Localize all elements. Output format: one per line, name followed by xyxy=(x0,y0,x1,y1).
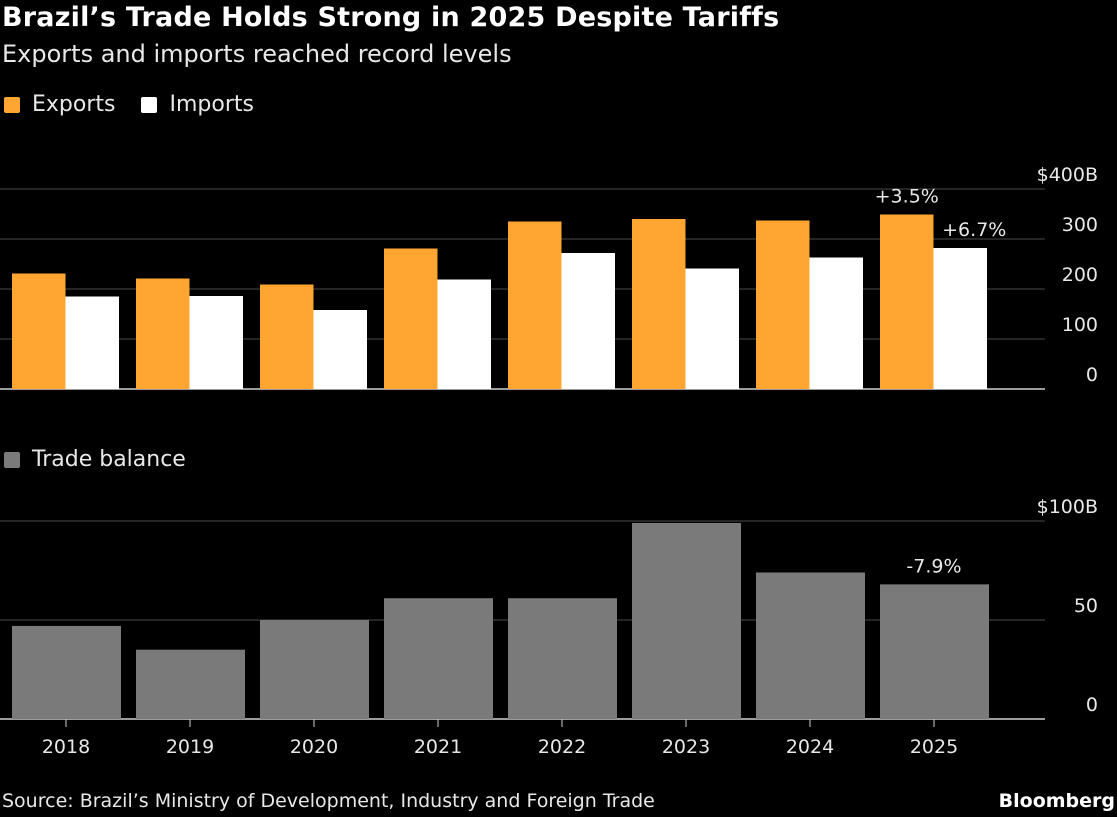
bar-imports-2024 xyxy=(809,257,863,389)
legend-swatch-imports xyxy=(141,96,158,113)
bar-trade-balance-2018 xyxy=(12,625,121,719)
bar-trade-balance-2021 xyxy=(384,598,493,719)
legend-item-imports: Imports xyxy=(141,92,254,117)
bloomberg-logo: Bloomberg xyxy=(998,790,1115,812)
bar-imports-2025 xyxy=(933,248,987,389)
x-tick-label: 2022 xyxy=(538,736,586,758)
x-tick-label: 2019 xyxy=(166,736,214,758)
legend-label-trade-balance: Trade balance xyxy=(32,447,186,472)
annotation-label: +3.5% xyxy=(875,186,939,208)
y-tick-label: $100B xyxy=(1037,496,1098,518)
legend-label-exports: Exports xyxy=(32,92,116,117)
y-tick-label: 0 xyxy=(1086,694,1098,716)
legend-swatch-trade-balance xyxy=(4,451,20,468)
x-tick-label: 2021 xyxy=(414,736,462,758)
bar-trade-balance-2025 xyxy=(880,584,989,719)
bar-trade-balance-2024 xyxy=(756,572,865,719)
x-tick-label: 2023 xyxy=(662,736,710,758)
annotation-label: -7.9% xyxy=(906,555,961,577)
y-tick-label: 100 xyxy=(1062,314,1098,336)
bar-trade-balance-2022 xyxy=(508,598,617,719)
annotation-label: +6.7% xyxy=(942,219,1006,241)
y-tick-label: $400B xyxy=(1037,164,1098,186)
bar-trade-balance-2020 xyxy=(260,620,369,719)
bar-imports-2021 xyxy=(437,279,491,389)
legend-item-trade-balance: Trade balance xyxy=(4,447,186,472)
bar-imports-2023 xyxy=(685,268,739,389)
bar-exports-2022 xyxy=(508,221,562,389)
bar-exports-2020 xyxy=(260,284,314,389)
legend-label-imports: Imports xyxy=(169,92,254,117)
y-tick-label: 300 xyxy=(1062,214,1098,236)
legend-swatch-exports xyxy=(4,96,20,113)
x-tick-label: 2020 xyxy=(290,736,338,758)
bar-exports-2018 xyxy=(12,273,66,389)
bar-imports-2022 xyxy=(561,253,615,389)
bar-imports-2019 xyxy=(189,296,243,389)
y-tick-label: 200 xyxy=(1062,264,1098,286)
y-tick-label: 0 xyxy=(1086,364,1098,386)
bar-imports-2020 xyxy=(313,310,367,389)
bar-exports-2021 xyxy=(384,248,438,389)
bar-exports-2025 xyxy=(880,214,934,389)
bar-exports-2024 xyxy=(756,220,810,389)
balance-legend: Trade balance xyxy=(4,447,212,472)
legend-item-exports: Exports xyxy=(4,92,115,117)
bar-trade-balance-2019 xyxy=(136,649,245,719)
bar-exports-2023 xyxy=(632,219,686,389)
chart-title: Brazil’s Trade Holds Strong in 2025 Desp… xyxy=(2,2,780,33)
source-note: Source: Brazil’s Ministry of Development… xyxy=(2,790,655,812)
bar-trade-balance-2023 xyxy=(632,522,741,719)
x-tick-label: 2025 xyxy=(910,736,958,758)
chart-subtitle: Exports and imports reached record level… xyxy=(2,40,512,68)
y-tick-label: 50 xyxy=(1074,595,1098,617)
x-tick-label: 2018 xyxy=(42,736,90,758)
trade-legend: Exports Imports xyxy=(4,92,280,117)
bar-imports-2018 xyxy=(65,296,119,389)
x-tick-label: 2024 xyxy=(786,736,834,758)
bar-exports-2019 xyxy=(136,278,190,389)
